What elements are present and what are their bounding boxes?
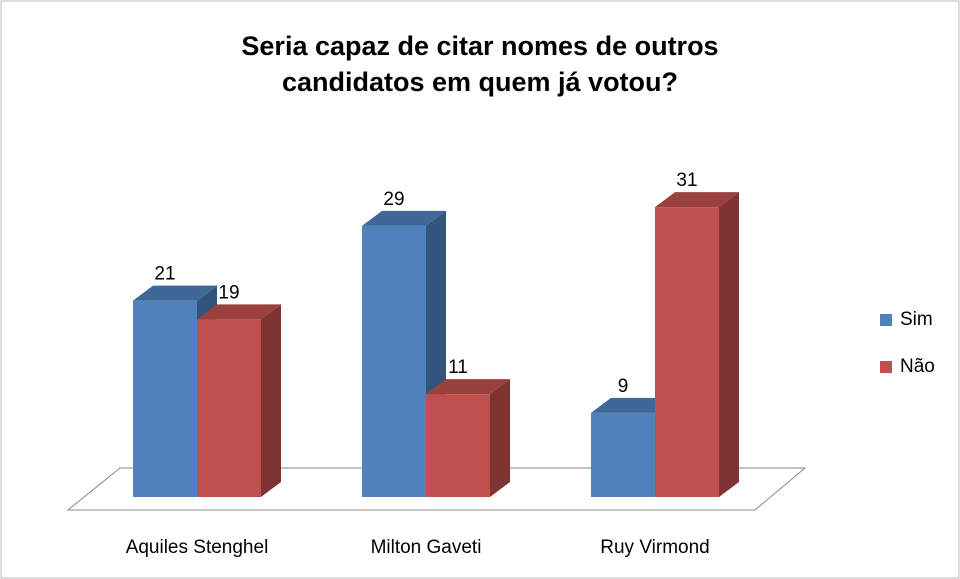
data-label: 11 (448, 357, 468, 378)
bar-top (133, 285, 217, 301)
chart-title: Seria capaz de citar nomes de outros can… (241, 31, 719, 97)
bar (197, 304, 281, 497)
bar-top (655, 192, 739, 208)
bar-front (197, 319, 261, 497)
bar-front (426, 394, 490, 497)
bar-top (591, 397, 675, 413)
bar-front (655, 207, 719, 497)
bar-front (362, 225, 426, 497)
legend-swatch (880, 314, 892, 326)
legend-label: Não (900, 356, 935, 377)
bar (426, 379, 510, 497)
data-label: 21 (154, 264, 175, 285)
data-label: 9 (618, 376, 629, 397)
bar-side (490, 379, 510, 497)
x-tick-label: Aquiles Stenghel (126, 537, 269, 558)
bar-top (426, 379, 510, 395)
legend-label: Sim (900, 309, 933, 330)
bar-front (133, 300, 197, 497)
bar-side (261, 304, 281, 497)
data-label: 31 (676, 170, 697, 191)
x-tick-label: Ruy Virmond (600, 537, 709, 558)
data-label: 29 (383, 189, 404, 210)
legend-swatch (880, 361, 892, 373)
bar-top (197, 304, 281, 320)
data-label: 19 (218, 282, 239, 303)
x-tick-label: Milton Gaveti (371, 537, 482, 558)
bar (655, 192, 739, 497)
bar-front (591, 412, 655, 497)
bar-top (362, 210, 446, 226)
bar-side (719, 192, 739, 497)
